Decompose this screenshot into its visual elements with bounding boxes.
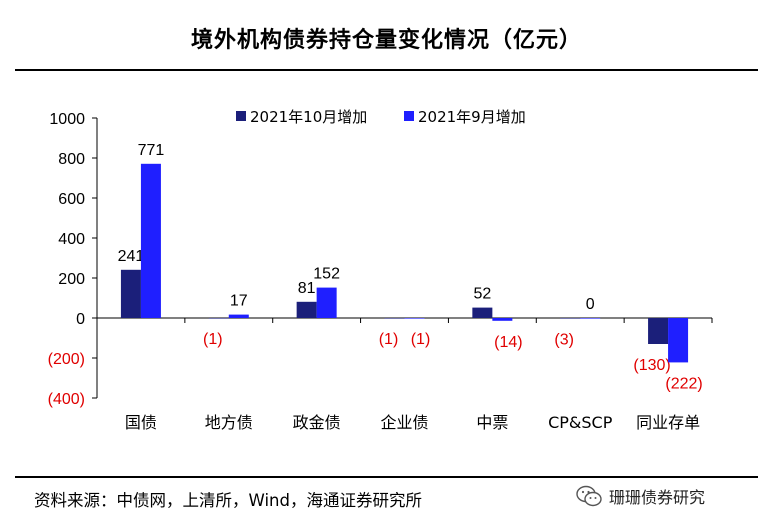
source-note: 资料来源：中债网，上清所，Wind，海通证券研究所 — [34, 491, 422, 510]
data-label: 17 — [230, 293, 248, 310]
data-label: (3) — [554, 332, 574, 349]
x-tick-label: 中票 — [476, 413, 508, 432]
x-tick-label: 国债 — [125, 413, 157, 432]
bar-sep — [404, 318, 425, 319]
y-tick-label: 800 — [58, 151, 85, 168]
bar-sep — [140, 163, 161, 318]
data-label: (1) — [379, 331, 399, 348]
bar-sep — [492, 318, 513, 321]
bar-sep — [580, 318, 601, 319]
bar-sep — [316, 287, 337, 318]
y-tick-label: 1000 — [49, 111, 85, 128]
wechat-icon — [576, 485, 602, 507]
y-tick-label: 200 — [58, 271, 85, 288]
x-tick-label: CP&SCP — [548, 413, 613, 432]
data-label: 152 — [313, 266, 340, 283]
x-tick-label: 政金债 — [293, 413, 341, 432]
legend-label: 2021年10月增加 — [250, 108, 367, 126]
y-tick-label: 0 — [76, 311, 85, 328]
y-tick-label: 600 — [58, 191, 85, 208]
data-label: (222) — [665, 375, 702, 392]
bar-oct — [120, 269, 141, 318]
top-rule — [15, 69, 758, 71]
bar-chart: 1000 800 600 400 200 0 (200) (400) 241 771 国债 (1) 17… — [48, 108, 713, 432]
legend-swatch — [404, 111, 414, 121]
bar-oct — [296, 301, 317, 318]
data-label: (130) — [633, 357, 670, 374]
data-label: 771 — [138, 142, 165, 159]
chart-title: 境外机构债券持仓量变化情况（亿元） — [190, 27, 582, 53]
data-label: (1) — [411, 331, 431, 348]
x-tick-label: 同业存单 — [636, 413, 700, 432]
bar-oct — [384, 318, 405, 319]
data-label: 81 — [298, 280, 316, 297]
x-tick-label: 地方债 — [205, 413, 253, 432]
bar-oct — [560, 318, 581, 319]
data-label: 241 — [118, 248, 145, 265]
bar-oct — [648, 318, 669, 344]
bar-sep — [228, 314, 249, 318]
bar-oct — [208, 318, 229, 319]
bottom-rule — [15, 476, 758, 478]
legend-swatch — [236, 111, 246, 121]
y-tick-label: (400) — [48, 391, 85, 408]
data-label: (1) — [203, 331, 223, 348]
data-label: (14) — [494, 334, 522, 351]
y-tick-label: 400 — [58, 231, 85, 248]
data-label: 0 — [586, 296, 595, 313]
bar-oct — [472, 307, 493, 318]
watermark-text: 珊珊债券研究 — [609, 488, 706, 507]
watermark: 珊珊债券研究 — [575, 484, 705, 508]
data-label: 52 — [473, 286, 491, 303]
y-tick-label: (200) — [48, 351, 85, 368]
legend-label: 2021年9月增加 — [418, 108, 526, 126]
x-tick-label: 企业债 — [380, 413, 428, 432]
title-bar: 境外机构债券持仓量变化情况（亿元） — [0, 0, 773, 70]
bar-sep — [668, 318, 689, 363]
